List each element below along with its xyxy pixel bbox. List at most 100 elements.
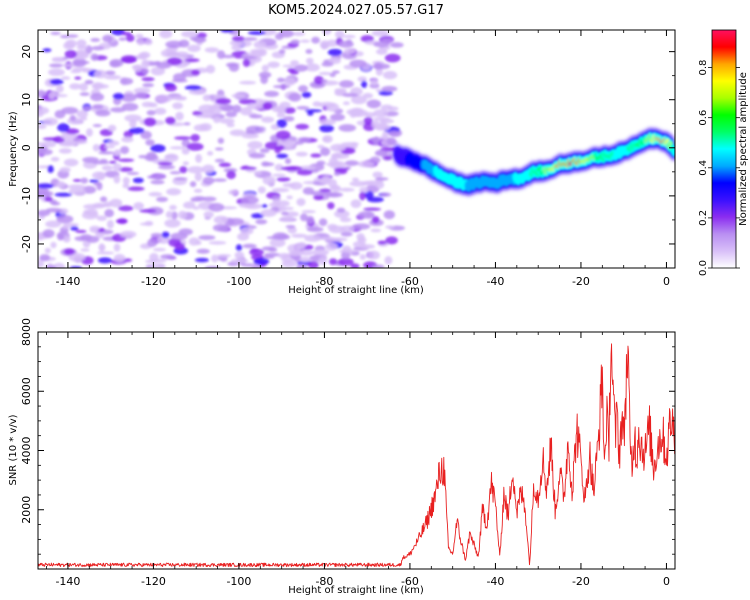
spectrogram-y-axis: -20 -10 0 10 20 — [20, 45, 675, 269]
spectrogram-cell — [44, 196, 53, 202]
spectrogram-cell — [148, 192, 163, 197]
spectrogram-signal-halo — [393, 127, 675, 196]
spectrogram-cell — [213, 115, 221, 124]
spectrogram-cell — [356, 233, 365, 241]
spectrogram-cell — [307, 111, 314, 116]
spectrogram-cell — [367, 250, 381, 260]
spectrogram-cell — [283, 77, 296, 86]
spectrogram-cell — [388, 130, 401, 137]
spectrogram-cell — [296, 241, 307, 249]
spectrogram-cell — [40, 141, 57, 148]
spectrogram-cell — [296, 198, 306, 207]
spectrogram-cell — [40, 190, 54, 197]
spectrogram-cell — [285, 225, 296, 229]
spectrogram-cell — [109, 160, 117, 164]
snr-x-axis-tick-label: -60 — [401, 575, 419, 588]
spectrogram-cell — [384, 256, 393, 265]
spectrogram-cell — [312, 101, 322, 107]
spectrogram-cell — [158, 164, 176, 170]
spectrogram-cell — [45, 207, 63, 213]
spectrogram-cell — [164, 219, 181, 228]
spectrogram-cell — [385, 236, 398, 245]
spectrogram-cell — [121, 57, 136, 64]
spectrogram-cell — [310, 190, 327, 196]
spectrogram-cell — [359, 191, 366, 201]
spectrogram-cell — [267, 61, 280, 68]
colorbar-tick-label: 0.8 — [698, 60, 709, 76]
spectrogram-y-axis-tick-label: 20 — [20, 45, 33, 59]
snr-x-axis: -140 -120 -100 -80 -60 -40 -20 0 — [46, 332, 670, 588]
spectrogram-cell — [311, 249, 330, 256]
spectrogram-cell — [183, 122, 191, 126]
spectrogram-cell — [260, 209, 277, 217]
spectrogram-cell — [357, 76, 367, 82]
spectrogram-cell — [117, 158, 135, 162]
spectrogram-cell — [271, 106, 285, 113]
spectrogram-cell — [259, 148, 270, 154]
spectrogram-cell — [375, 177, 389, 181]
spectrogram-cell — [184, 58, 200, 63]
spectrogram-cell — [126, 171, 140, 176]
spectrogram-cell — [164, 84, 177, 92]
spectrogram-cell — [208, 106, 222, 115]
spectrogram-x-axis-tick-label: 0 — [663, 275, 670, 288]
spectrogram-cell — [156, 196, 169, 203]
spectrogram-y-axis-tick-label: -20 — [20, 235, 33, 253]
spectrogram-cell — [92, 104, 104, 110]
spectrogram-cell — [145, 139, 155, 146]
spectrogram-cell — [325, 192, 344, 198]
spectrogram-cell — [175, 51, 189, 58]
spectrogram-cell — [154, 60, 162, 65]
spectrogram-cell — [202, 196, 217, 202]
spectrogram-cell — [119, 77, 134, 85]
spectrogram-cell — [49, 63, 63, 68]
spectrogram-cell — [190, 134, 200, 142]
spectrogram-cell — [226, 170, 236, 180]
spectrogram-cell — [385, 225, 395, 229]
spectrogram-cell — [300, 39, 311, 43]
spectrogram-cell — [150, 144, 166, 153]
spectrogram-cell — [141, 59, 150, 69]
spectrogram-cell — [288, 92, 302, 102]
spectrogram-cell — [379, 120, 387, 130]
spectrogram-cell — [80, 234, 92, 241]
spectrogram-cell — [208, 240, 227, 245]
spectrogram-cell — [165, 211, 173, 219]
spectrogram-cell — [191, 69, 201, 76]
spectrogram-cell — [317, 144, 325, 149]
spectrogram-cell — [340, 231, 353, 237]
spectrogram-signal-layer — [393, 127, 675, 196]
spectrogram-cell — [229, 129, 246, 137]
spectrogram-cell — [331, 237, 348, 242]
spectrogram-cell — [204, 47, 219, 53]
spectrogram-cell — [337, 257, 354, 266]
spectrogram-cell — [272, 173, 286, 177]
spectrogram-cell — [297, 137, 311, 143]
spectrogram-cell — [114, 149, 122, 156]
spectrogram-cell — [75, 229, 87, 234]
spectrogram-cell — [94, 69, 107, 79]
spectrogram-cell — [82, 106, 93, 111]
spectrogram-cell — [95, 109, 111, 117]
spectrogram-cell — [384, 53, 401, 63]
spectrogram-cell — [386, 137, 397, 145]
spectrogram-cell — [296, 169, 313, 176]
spectrogram-cell — [74, 76, 82, 80]
spectrogram-cell — [304, 234, 321, 242]
spectrogram-cell — [69, 83, 82, 90]
spectrogram-cell — [175, 111, 184, 121]
colorbar-scale — [711, 29, 737, 269]
spectrogram-cell — [290, 60, 300, 66]
spectrogram-y-axis-label: Frequency (Hz) — [8, 111, 19, 187]
spectrogram-cell — [212, 178, 227, 182]
spectrogram-cell — [301, 91, 312, 98]
spectrogram-cell — [378, 90, 393, 96]
spectrogram-cell — [159, 30, 173, 39]
spectrogram-cell — [282, 64, 296, 68]
spectrogram-cell — [215, 97, 231, 105]
spectrogram-cell — [334, 30, 345, 39]
spectrogram-cell — [169, 204, 177, 211]
spectrogram-cell — [64, 49, 77, 59]
spectrogram-cell — [157, 161, 173, 166]
spectrogram-cell — [136, 39, 145, 46]
